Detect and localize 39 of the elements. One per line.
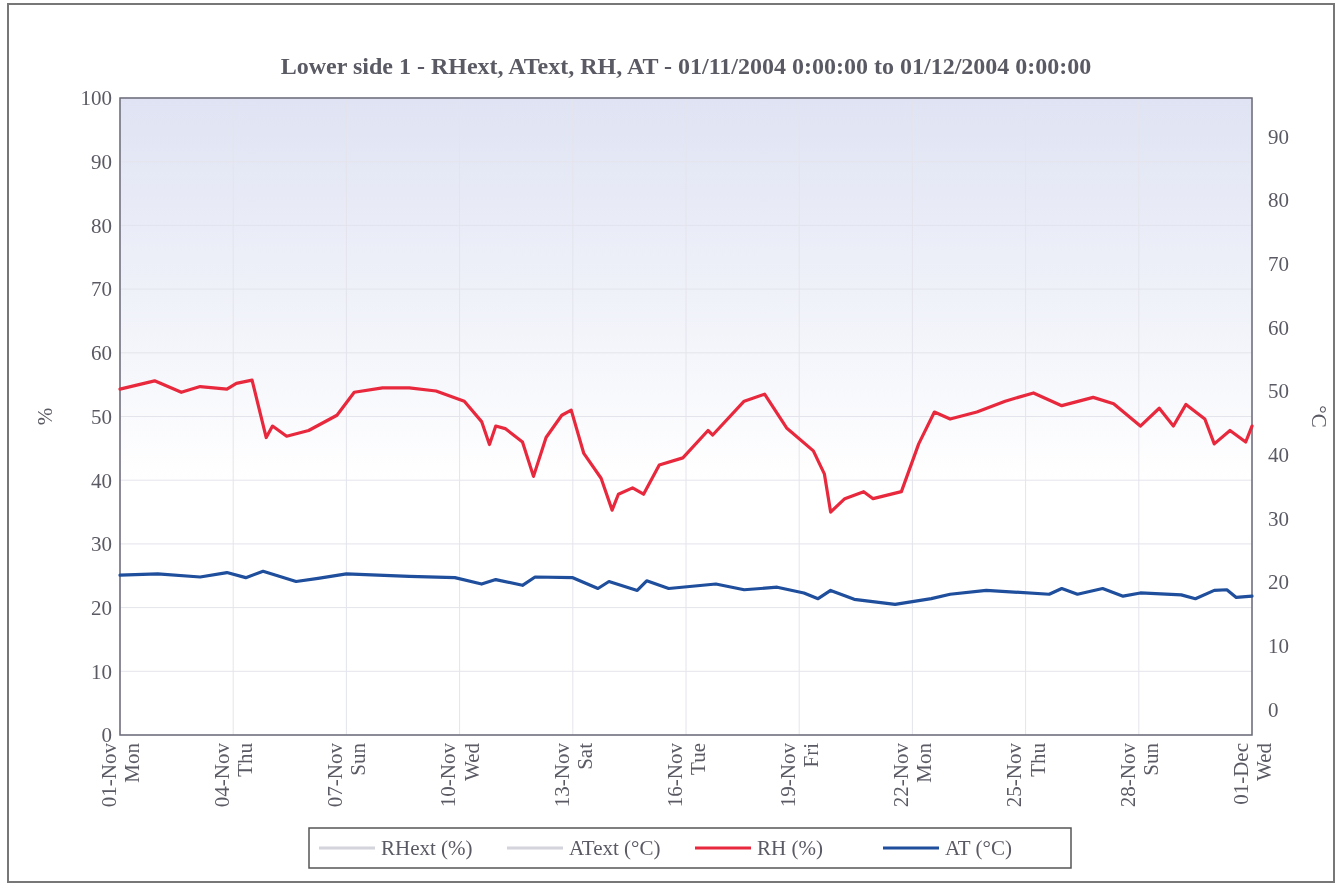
y2-tick-label: 70 <box>1268 251 1289 276</box>
y-tick-label: 10 <box>91 659 112 684</box>
line-series <box>118 378 1254 514</box>
y-tick-label: 90 <box>91 150 112 175</box>
y2-tick-label: 0 <box>1268 697 1279 722</box>
y-tick-label: 100 <box>80 86 112 111</box>
chart-title: Lower side 1 - RHext, AText, RH, AT - 01/11/2004 0:00:00 to 01/12/2004 0:00:00 <box>280 53 1092 79</box>
y2-tick-label: 10 <box>1268 634 1289 659</box>
y2-axis-title: °C <box>1307 405 1331 428</box>
y-tick-label: 20 <box>91 595 112 620</box>
x-tick-label: 28-Nov Sun <box>1115 742 1163 808</box>
y2-tick-label: 80 <box>1268 188 1289 213</box>
legend-label: RH (%) <box>757 836 823 861</box>
x-tick-label: 19-Nov Fri <box>776 742 824 808</box>
y-tick-label: 80 <box>91 213 112 238</box>
y2-tick-label: 90 <box>1268 124 1289 149</box>
y2-tick-label: 60 <box>1268 315 1289 340</box>
y-axis-title: % <box>33 407 57 426</box>
y2-tick-label: 20 <box>1268 570 1289 595</box>
legend-label: RHext (%) <box>381 836 473 861</box>
x-tick-label: 13-Nov Sat <box>549 742 597 808</box>
legend-label: AText (°C) <box>569 836 661 861</box>
x-tick-label: 10-Nov Wed <box>436 742 484 808</box>
y-tick-label: 70 <box>91 277 112 302</box>
x-tick-label: 22-Nov Mon <box>889 742 937 808</box>
x-tick-label: 01-Dec Wed <box>1228 742 1276 805</box>
y2-tick-label: 30 <box>1268 506 1289 531</box>
y-tick-label: 50 <box>91 404 112 429</box>
y-tick-label: 30 <box>91 532 112 557</box>
line-series <box>118 569 1254 607</box>
y-tick-label: 40 <box>91 468 112 493</box>
x-tick-label: 16-Nov Tue <box>662 742 710 808</box>
y2-tick-label: 50 <box>1268 379 1289 404</box>
x-tick-label: 25-Nov Thu <box>1002 742 1050 808</box>
x-tick-label: 07-Nov Sun <box>323 742 371 808</box>
y-tick-label: 60 <box>91 341 112 366</box>
y2-tick-label: 40 <box>1268 443 1289 468</box>
x-tick-label: 04-Nov Thu <box>210 742 258 808</box>
legend-label: AT (°C) <box>945 836 1012 861</box>
